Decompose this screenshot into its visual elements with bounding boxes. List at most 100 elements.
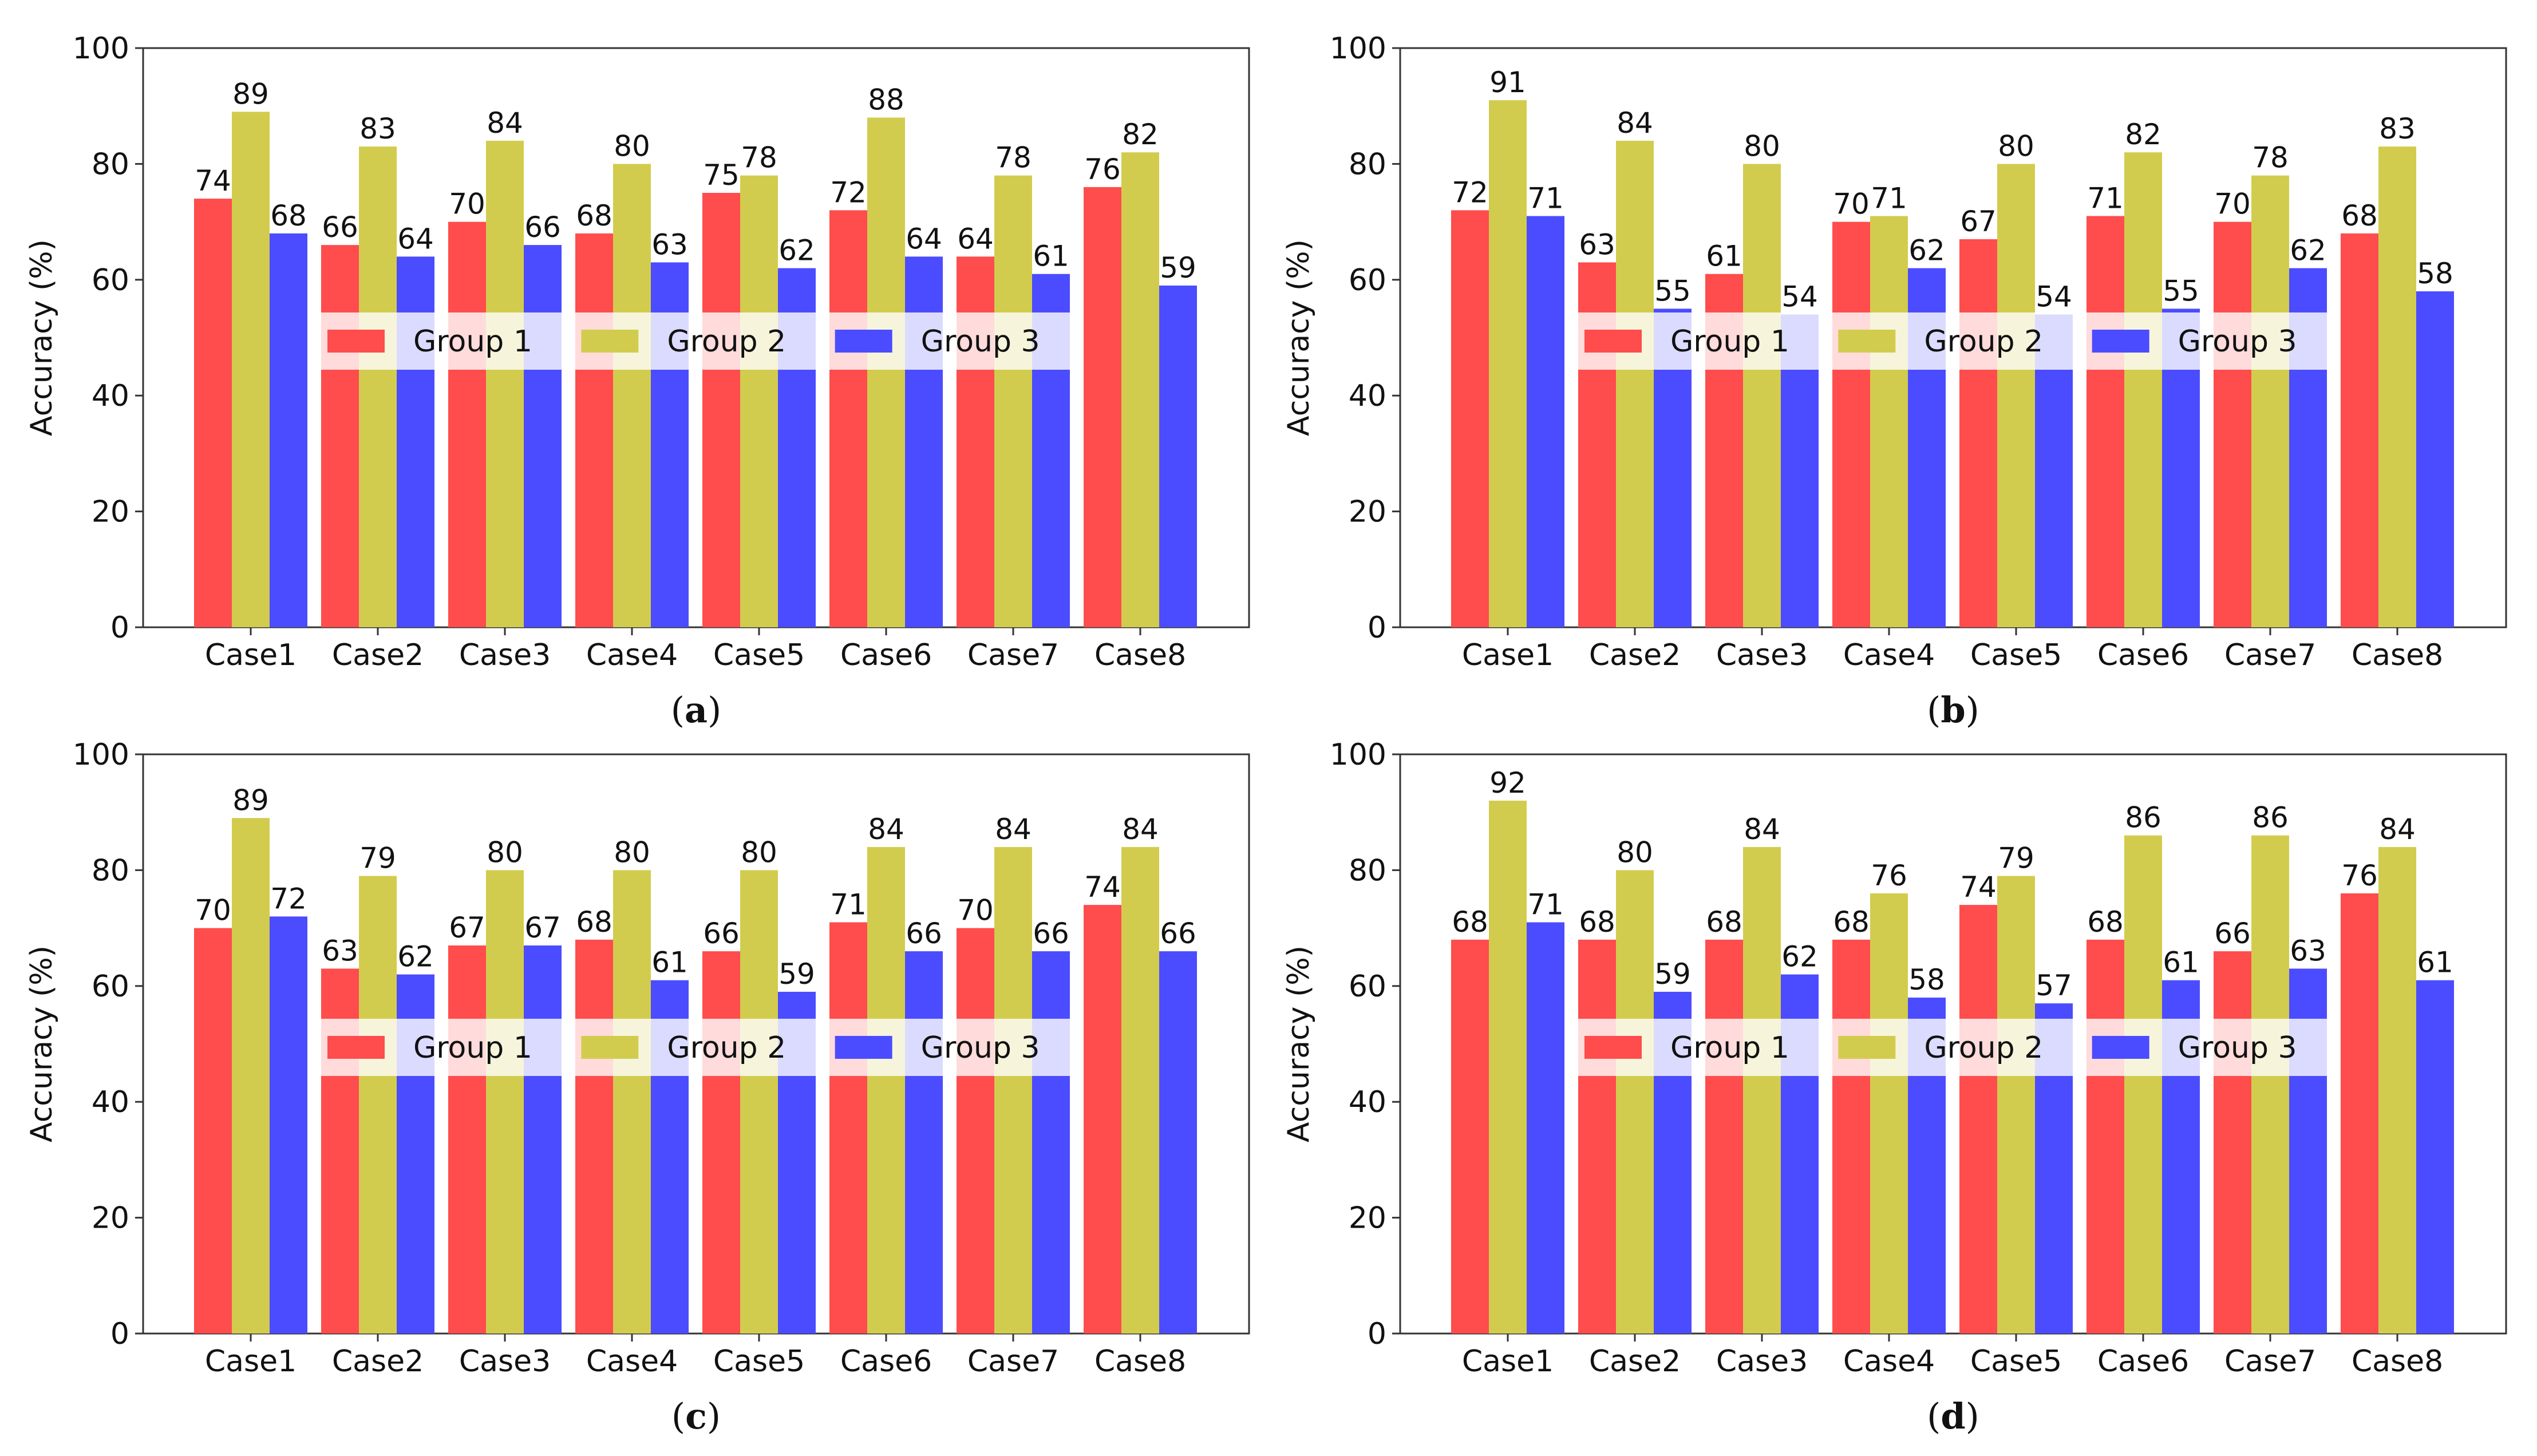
data-label: 80 <box>741 836 777 869</box>
y-tick-label: 20 <box>92 495 129 529</box>
panel-caption: (c) <box>671 1395 721 1437</box>
bar-group2-case1 <box>1489 800 1527 1334</box>
legend-swatch-group2 <box>1838 1036 1896 1059</box>
y-tick-label: 60 <box>1349 263 1386 298</box>
legend-swatch-group3 <box>835 330 892 353</box>
data-label: 88 <box>868 83 904 116</box>
legend-swatch-group1 <box>327 330 385 353</box>
x-tick-label: Case1 <box>205 1344 297 1379</box>
y-tick-label: 20 <box>92 1201 129 1236</box>
bar-group3-case8 <box>1159 951 1197 1334</box>
data-label: 55 <box>2163 274 2199 307</box>
data-label: 66 <box>524 211 561 244</box>
legend-label-group2: Group 2 <box>667 325 786 359</box>
legend-box <box>1572 1019 2333 1076</box>
panel-caption: (b) <box>1927 689 1979 731</box>
x-tick-label: Case1 <box>1462 638 1554 672</box>
data-label: 80 <box>614 129 650 163</box>
legend-label-group2: Group 2 <box>1924 1031 2043 1065</box>
data-label: 71 <box>1527 888 1564 921</box>
data-label: 70 <box>1833 188 1870 221</box>
data-label: 63 <box>1579 228 1615 261</box>
data-label: 89 <box>232 784 269 817</box>
bar-group1-case7 <box>957 256 994 627</box>
legend: Group 1 Group 2 Group 3 <box>1572 312 2333 370</box>
legend-swatch-group2 <box>1838 330 1896 353</box>
bar-group2-case2 <box>359 876 397 1334</box>
x-tick-label: Case7 <box>2224 638 2316 672</box>
bar-group2-case3 <box>486 140 524 628</box>
x-tick-label: Case8 <box>2352 1344 2443 1379</box>
data-label: 55 <box>1654 274 1691 307</box>
data-label: 71 <box>830 888 867 921</box>
y-tick-label: 0 <box>1368 1317 1386 1351</box>
legend-swatch-group3 <box>835 1036 892 1059</box>
legend-swatch-group1 <box>1584 1036 1642 1059</box>
data-label: 58 <box>2417 257 2453 290</box>
x-tick-label: Case1 <box>1462 1344 1554 1379</box>
x-tick-label: Case4 <box>1843 1344 1935 1379</box>
data-label: 83 <box>2379 112 2416 145</box>
bar-group2-case5 <box>1997 164 2035 627</box>
data-label: 64 <box>957 222 994 255</box>
data-label: 64 <box>906 222 942 255</box>
data-label: 62 <box>779 234 815 267</box>
bar-group2-case7 <box>2251 175 2289 627</box>
data-label: 66 <box>1160 917 1196 950</box>
bar-group1-case5 <box>1959 239 1997 628</box>
legend-box <box>1572 312 2333 370</box>
bar-group2-case3 <box>1743 164 1781 627</box>
legend-label-group2: Group 2 <box>1924 325 2043 359</box>
data-label: 68 <box>1579 905 1615 939</box>
bar-group1-case2 <box>1578 939 1616 1334</box>
bar-group1-case8 <box>1084 905 1121 1334</box>
data-label: 58 <box>1908 963 1945 996</box>
data-label: 75 <box>703 159 740 192</box>
data-label: 63 <box>322 934 358 967</box>
legend-label-group3: Group 3 <box>921 1031 1040 1065</box>
data-label: 86 <box>2125 801 2161 834</box>
data-label: 68 <box>2087 905 2124 939</box>
data-label: 68 <box>270 199 307 232</box>
data-label: 68 <box>1452 905 1488 939</box>
legend-swatch-group3 <box>2092 330 2149 353</box>
bar-group2-case1 <box>232 818 270 1334</box>
data-label: 62 <box>1908 234 1945 267</box>
legend-label-group1: Group 1 <box>413 325 532 359</box>
x-tick-label: Case3 <box>459 1344 551 1379</box>
data-label: 66 <box>906 917 942 950</box>
data-label: 71 <box>1527 181 1564 215</box>
data-label: 89 <box>232 77 269 110</box>
bar-group2-case2 <box>359 147 397 627</box>
bar-group2-case8 <box>2378 846 2416 1334</box>
bar-group1-case6 <box>829 210 867 627</box>
data-label: 67 <box>524 911 561 944</box>
bar-group1-case4 <box>575 939 613 1334</box>
bar-group1-case3 <box>1705 939 1743 1334</box>
chart-panel-c: 0 20 40 60 80 100 Accuracy (%) 70 89 72 Case1 63 79 6… <box>25 738 1250 1437</box>
bar-group1-case5 <box>702 193 740 627</box>
data-label: 71 <box>1871 181 1907 215</box>
data-label: 61 <box>1033 240 1069 273</box>
x-tick-label: Case7 <box>2224 1344 2316 1379</box>
bar-group1-case1 <box>194 199 232 627</box>
bar-group2-case1 <box>1489 100 1527 627</box>
x-tick-label: Case7 <box>967 638 1059 672</box>
data-label: 92 <box>1489 766 1526 800</box>
legend-box <box>315 1019 1076 1076</box>
x-tick-label: Case6 <box>840 1344 932 1379</box>
bar-group1-case5 <box>702 951 740 1334</box>
data-label: 61 <box>2417 946 2453 979</box>
data-label: 80 <box>1617 836 1653 869</box>
x-tick-label: Case8 <box>1094 1344 1186 1379</box>
bar-group1-case8 <box>1084 187 1121 627</box>
bar-group2-case3 <box>486 870 524 1334</box>
data-label: 64 <box>397 222 434 255</box>
y-axis-label: Accuracy (%) <box>25 239 59 436</box>
plot-frame <box>142 47 1250 628</box>
data-label: 76 <box>1084 153 1121 186</box>
y-tick-label: 0 <box>110 1317 129 1351</box>
data-label: 62 <box>1781 940 1818 974</box>
legend-swatch-group2 <box>581 1036 639 1059</box>
